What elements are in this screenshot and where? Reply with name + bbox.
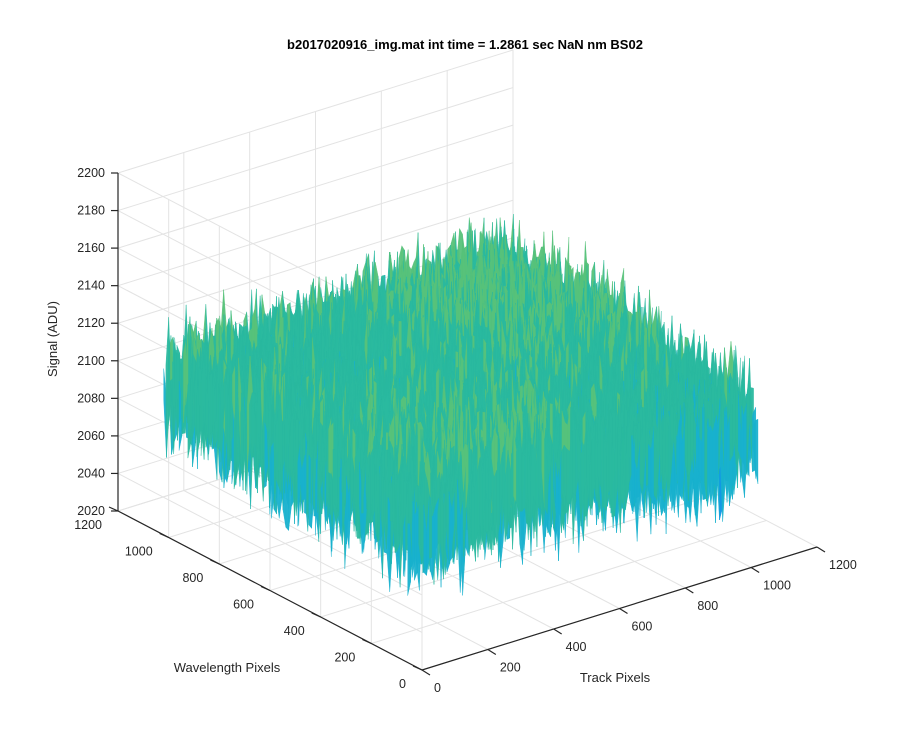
signal-surface <box>163 214 759 596</box>
right-wall-grid-line <box>117 49 514 174</box>
right-wall-grid-line <box>117 124 514 249</box>
right-wall-grid-line <box>117 162 514 287</box>
right-wall-grid-line <box>117 199 514 324</box>
left-wall-grid-line <box>117 473 423 633</box>
left-wall-grid-line <box>117 435 423 596</box>
right-wall-grid-line <box>117 87 514 212</box>
floor-grid-line <box>371 520 767 644</box>
